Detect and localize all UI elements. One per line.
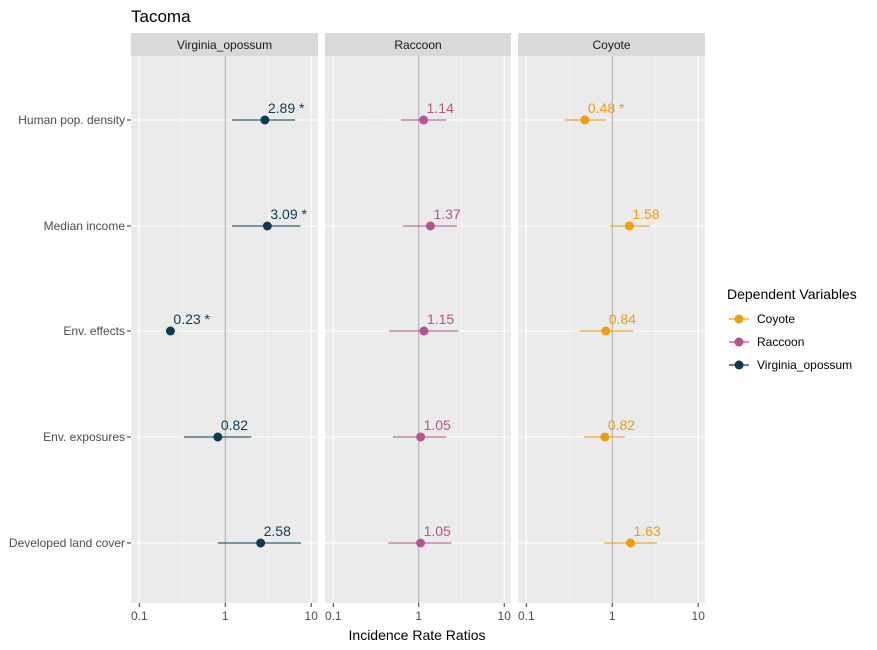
estimate-point (425, 221, 435, 231)
estimate-point (419, 326, 429, 336)
legend-entry-raccoon: Raccoon (729, 335, 804, 349)
x-tick-label: 0.1 (518, 609, 535, 623)
estimate-point (213, 432, 223, 442)
x-tick-label: 1 (415, 609, 422, 623)
panel-background (518, 56, 705, 603)
y-axis-labels: Human pop. density Median income Env. effe… (9, 113, 131, 550)
estimate-point (165, 326, 175, 336)
legend-key-point (734, 314, 744, 324)
estimate-label: 1.05 (424, 523, 451, 539)
estimate-label: 1.58 (632, 206, 659, 222)
facet-strip-label: Coyote (592, 38, 630, 52)
legend-key-point (734, 337, 744, 347)
facet-strip (131, 33, 318, 56)
legend-title: Dependent Variables (727, 286, 857, 302)
estimate-point (256, 538, 266, 548)
x-tick-label: 1 (222, 609, 229, 623)
estimate-point (580, 115, 590, 125)
legend-entry-coyote: Coyote (729, 312, 795, 326)
facet-strip-label: Raccoon (394, 38, 441, 52)
estimate-point (601, 326, 611, 336)
y-tick-label: Human pop. density (18, 113, 125, 127)
x-tick-label: 10 (305, 609, 319, 623)
facet-panel-coyote: Coyote 0.1 1 10 0.48 * 1.58 0.84 0.82 1.63 (518, 33, 705, 623)
estimate-label: 3.09 * (270, 206, 307, 222)
facet-panel-raccoon: Raccoon 0.1 1 10 1.14 1.37 1.15 1.05 1.05 (325, 33, 511, 623)
x-tick-label: 0.1 (325, 609, 342, 623)
x-tick-label: 1 (609, 609, 616, 623)
y-tick-label: Env. exposures (43, 430, 125, 444)
estimate-label: 1.05 (424, 417, 451, 433)
legend-label: Virginia_opossum (757, 358, 852, 372)
legend-key-point (734, 360, 744, 370)
legend-entry-virginia_opossum: Virginia_opossum (729, 358, 852, 372)
estimate-label: 2.89 * (268, 100, 305, 116)
estimate-label: 0.82 (608, 417, 635, 433)
facet-strip (518, 33, 705, 56)
estimate-point (262, 221, 272, 231)
estimate-label: 0.82 (221, 417, 248, 433)
x-tick-label: 10 (498, 609, 512, 623)
x-tick-label: 10 (692, 609, 706, 623)
estimate-label: 0.84 (609, 311, 636, 327)
estimate-point (624, 221, 634, 231)
estimate-label: 1.14 (427, 100, 454, 116)
estimate-point (416, 432, 426, 442)
facet-strip-label: Virginia_opossum (177, 38, 272, 52)
estimate-label: 1.37 (433, 206, 460, 222)
estimate-label: 1.63 (633, 523, 660, 539)
legend-label: Raccoon (757, 335, 804, 349)
legend: Dependent Variables Coyote Raccoon Virgini… (727, 286, 857, 372)
estimate-point (625, 538, 635, 548)
facet-strip (325, 33, 511, 56)
facet-panels: Virginia_opossum 0.1 1 10 2.89 * 3.09 * 0.23 *… (131, 33, 705, 623)
x-tick-label: 0.1 (131, 609, 148, 623)
y-tick-label: Median income (44, 219, 126, 233)
y-tick-label: Env. effects (63, 324, 125, 338)
y-tick-label: Developed land cover (9, 536, 125, 550)
estimate-label: 0.48 * (588, 100, 625, 116)
estimate-label: 1.15 (427, 311, 454, 327)
panel-background (325, 56, 511, 603)
panel-background (131, 56, 318, 603)
estimate-label: 0.23 * (173, 311, 210, 327)
estimate-point (600, 432, 610, 442)
chart-title: Tacoma (131, 7, 191, 26)
estimate-point (419, 115, 429, 125)
estimate-point (260, 115, 270, 125)
legend-label: Coyote (757, 312, 795, 326)
estimate-point (416, 538, 426, 548)
estimate-label: 2.58 (264, 523, 291, 539)
facet-panel-virginia_opossum: Virginia_opossum 0.1 1 10 2.89 * 3.09 * 0.23 *… (131, 33, 318, 623)
x-axis-title: Incidence Rate Ratios (349, 627, 486, 643)
